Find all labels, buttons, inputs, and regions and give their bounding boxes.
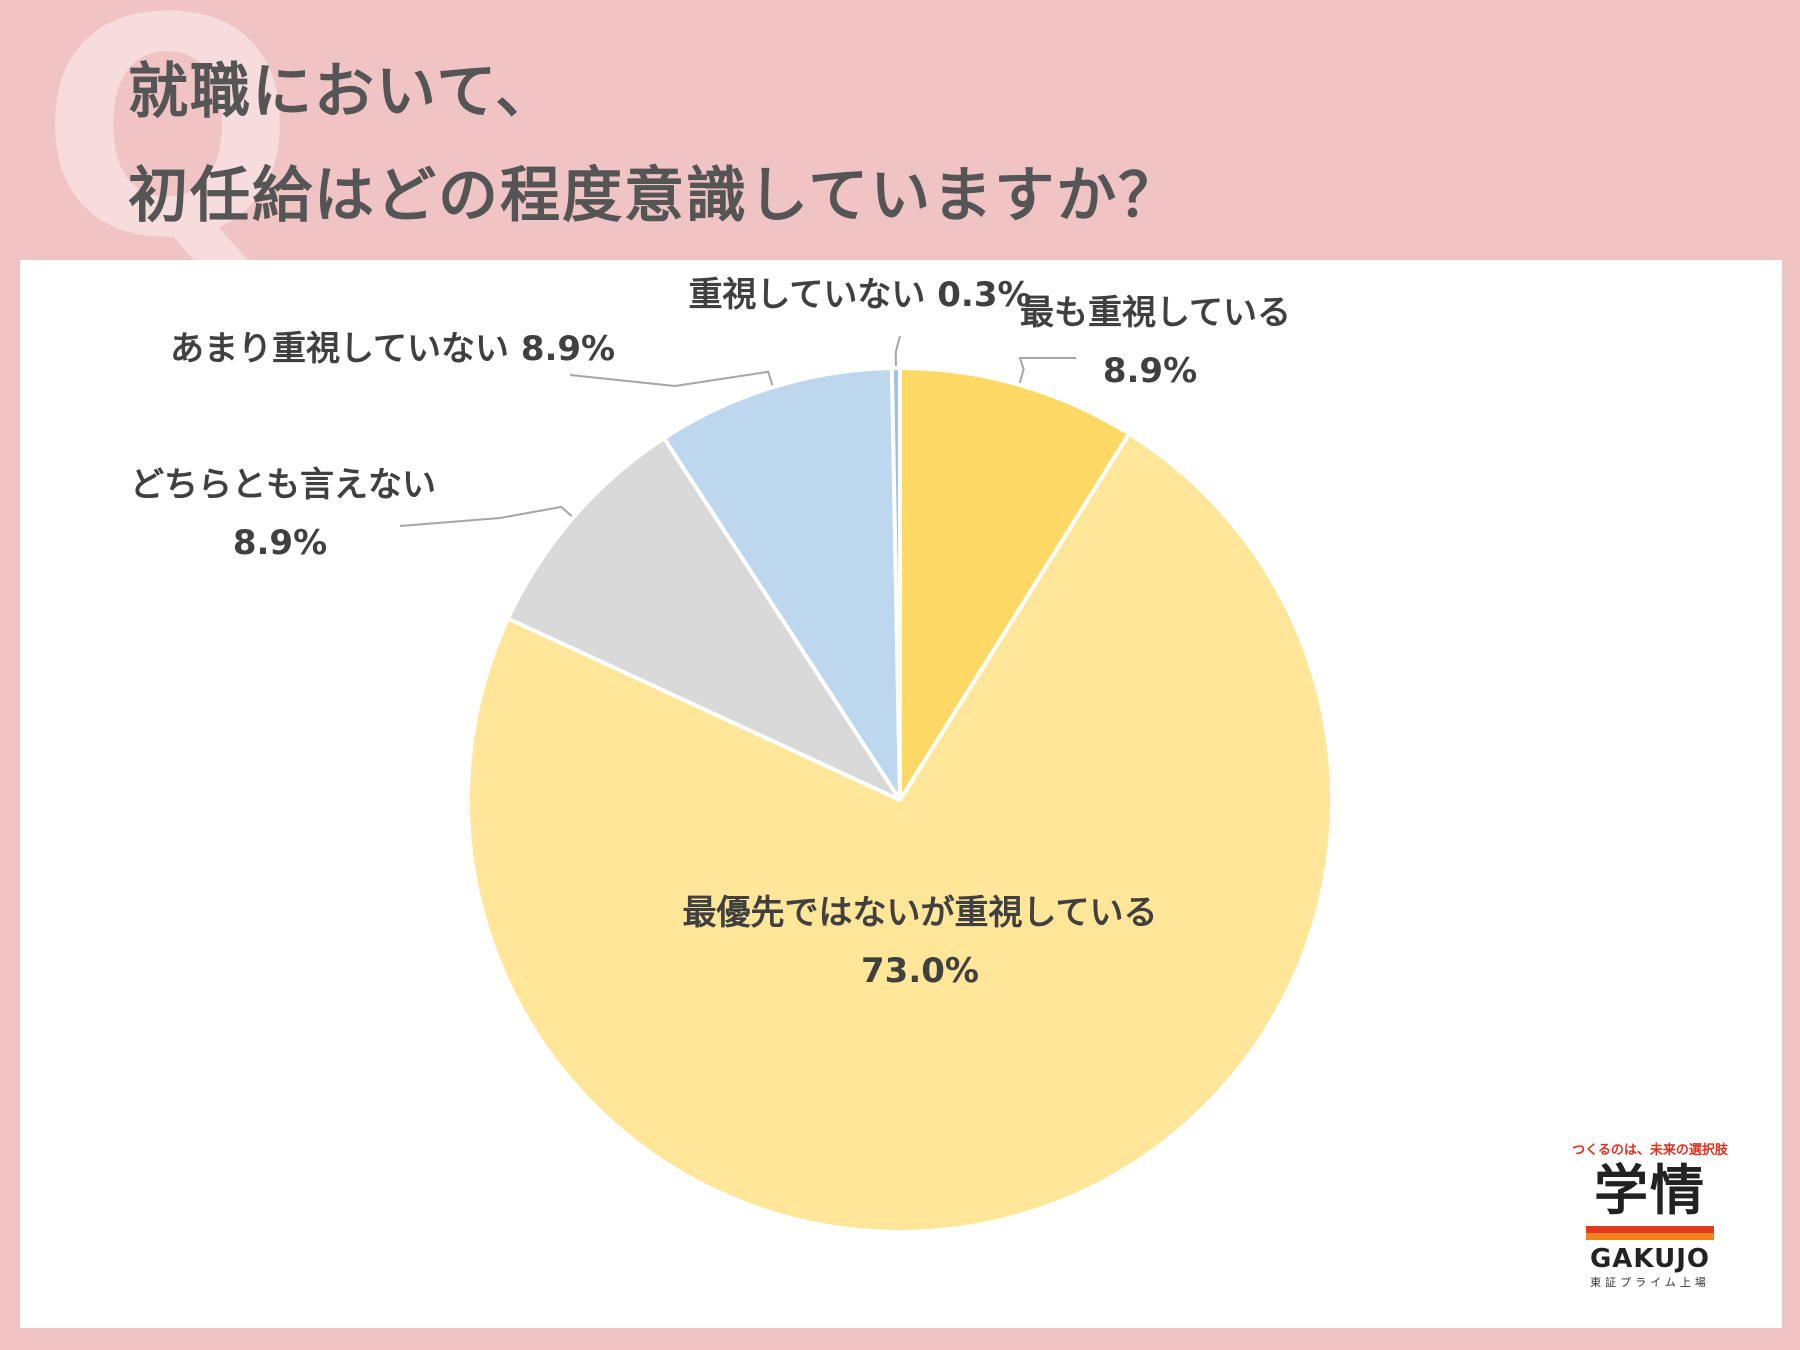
slice-value-text: 73.0% (861, 951, 979, 991)
slice-important-not-top (466, 431, 1334, 1234)
slice-value-text: 8.9% (232, 523, 328, 563)
pie-chart (399, 335, 1334, 1234)
slice-value-text: 8.9% (1102, 351, 1198, 391)
leader-line (894, 335, 901, 367)
slice-value-text: 0.3% (937, 275, 1032, 315)
leader-line (569, 370, 774, 388)
leader-line (1018, 357, 1076, 384)
slice-label-text: あまり重視していない (170, 329, 509, 369)
gakujo-logo: つくるのは、未来の選択肢 学情 GAKUJO 東証プライム上場 (1570, 1139, 1730, 1290)
slice-label-not-very-important: あまり重視していない 8.9% (170, 320, 615, 378)
title-line-1: 就職において、 (128, 57, 558, 127)
brand-tagline: つくるのは、未来の選択肢 (1572, 1143, 1728, 1158)
slice-not-very-important (661, 366, 902, 802)
slice-label-text: 最も重視している (1020, 293, 1291, 333)
title-line-2: 初任給はどの程度意識していますか？ (128, 161, 1181, 231)
leader-line (399, 505, 573, 527)
brand-subtitle: 東証プライム上場 (1590, 1276, 1710, 1289)
slice-value-text: 8.9% (520, 329, 616, 369)
brand-roman: GAKUJO (1589, 1244, 1711, 1274)
slice-not-important (889, 366, 902, 802)
q-mark-decoration: Q (40, 0, 296, 304)
page-title: 就職において、 初任給はどの程度意識していますか？ (128, 40, 1180, 248)
brand-color-bar (1586, 1226, 1714, 1240)
slice-neutral (505, 436, 902, 802)
slice-label-text: どちらとも言えない (130, 465, 436, 505)
slice-label-text: 重視していない (688, 275, 926, 315)
brand-name: 学情 (1594, 1159, 1706, 1222)
slice-label-text: 最優先ではないが重視している (682, 893, 1158, 933)
chart-panel: 最も重視している 8.9% 最優先ではないが重視している 73.0% どちらとも… (20, 260, 1782, 1328)
slice-label-neutral: どちらとも言えない 8.9% (130, 456, 436, 572)
slice-label-most-important: 最も重視している 8.9% (1020, 284, 1291, 400)
slice-label-not-important: 重視していない 0.3% (680, 266, 1040, 324)
slice-most-important (898, 366, 1132, 802)
slice-label-important-not-top: 最優先ではないが重視している 73.0% (640, 884, 1200, 1000)
